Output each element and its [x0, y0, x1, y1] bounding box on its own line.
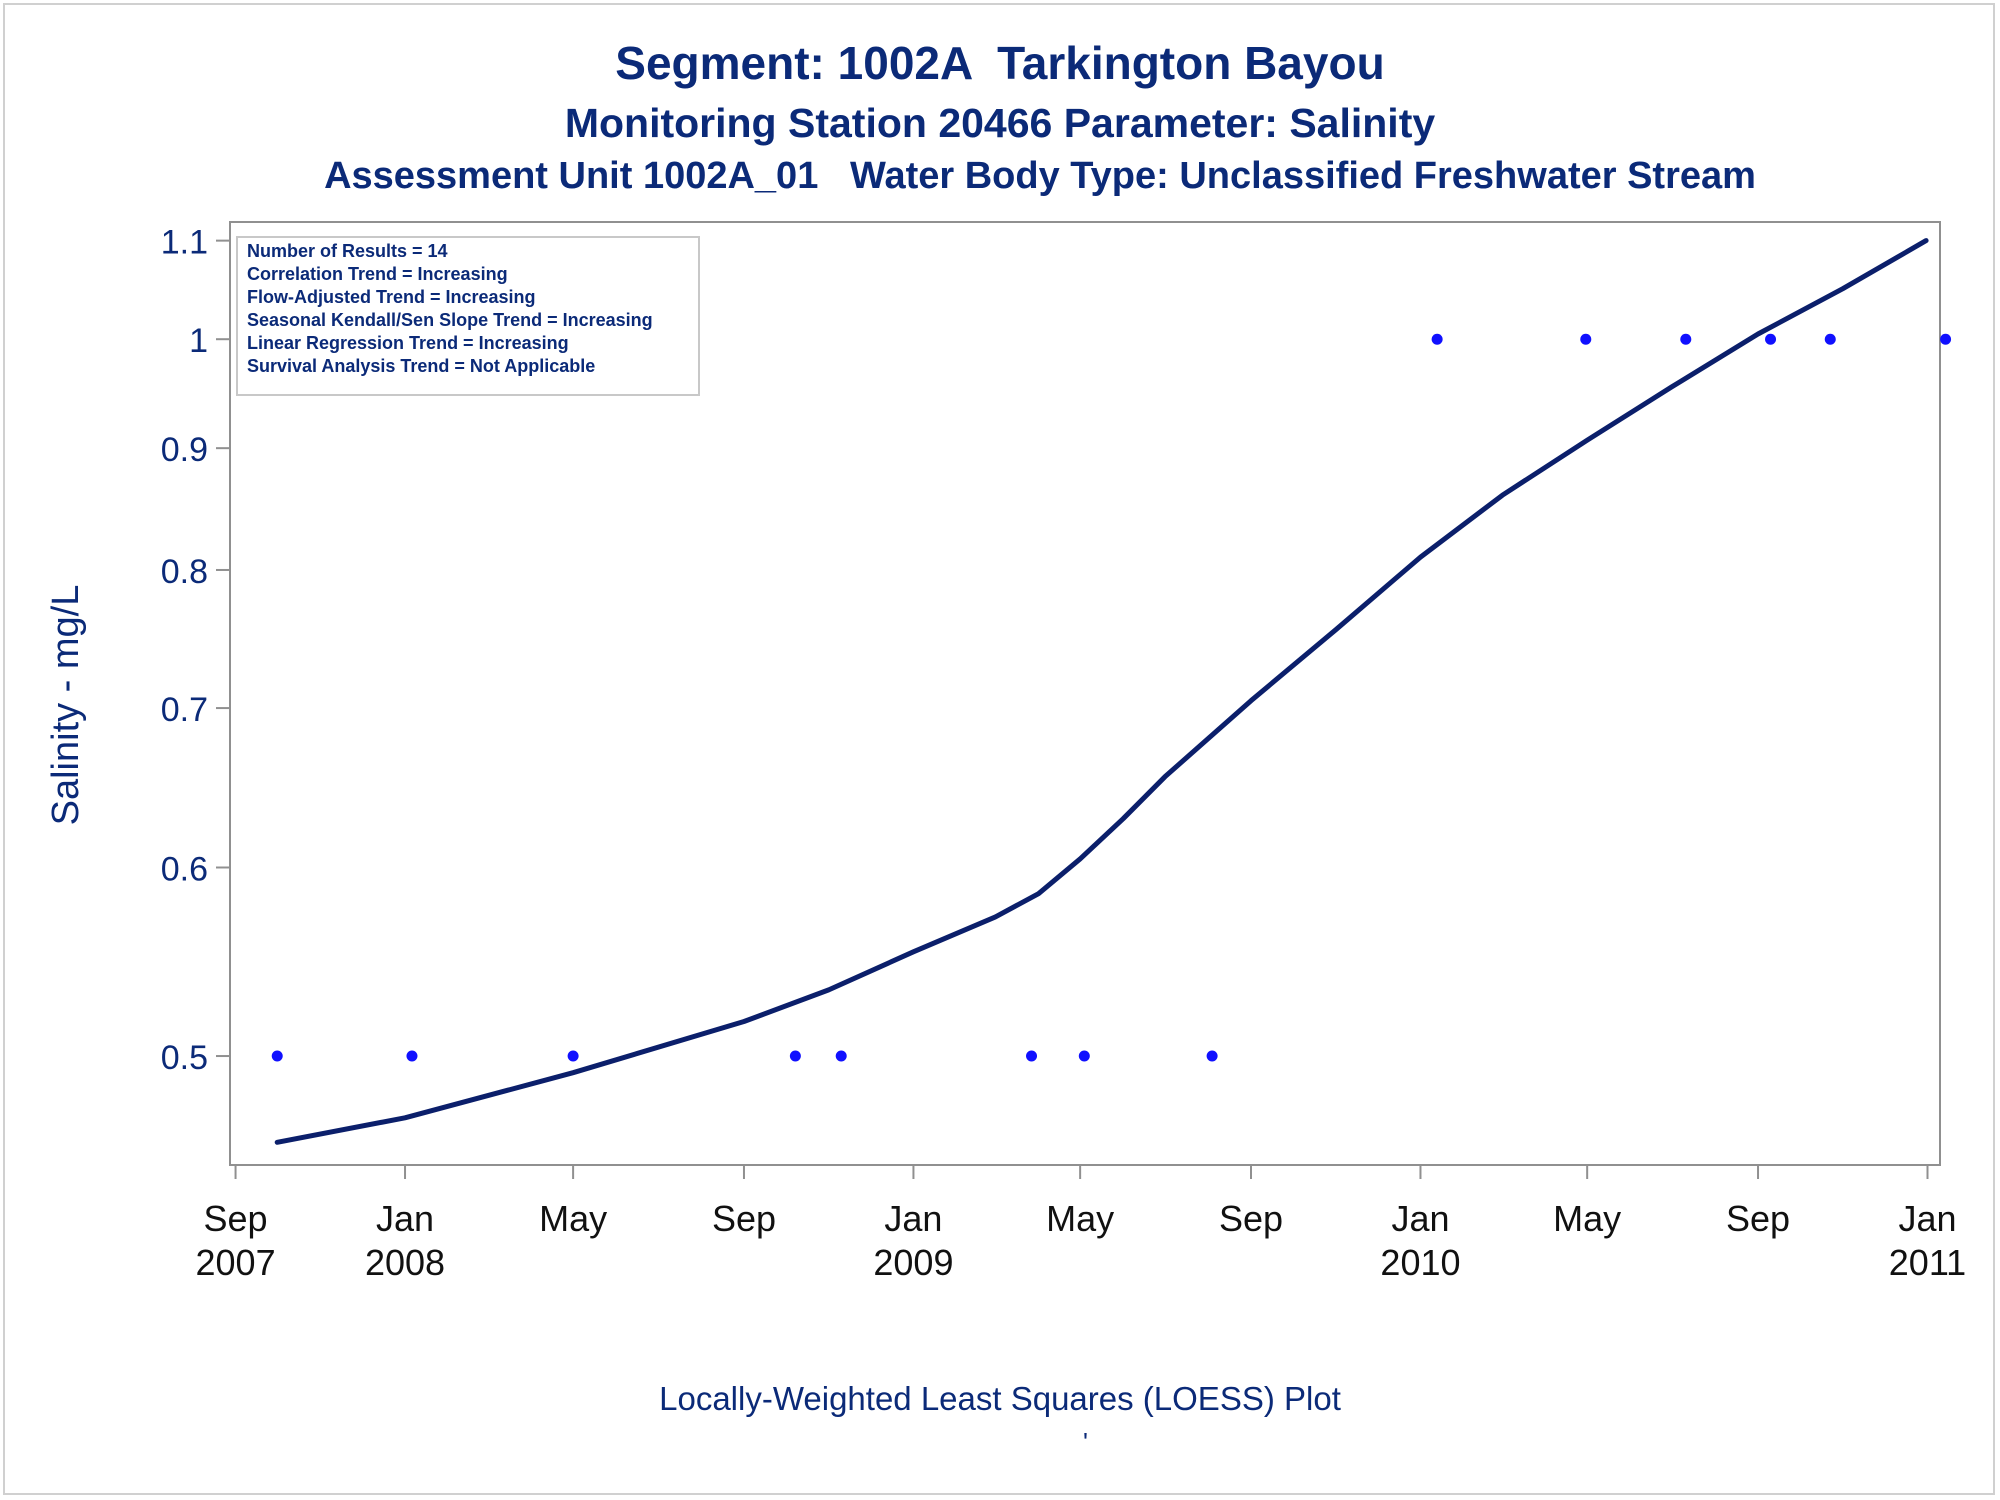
trend-info-line: Correlation Trend = Increasing — [247, 264, 508, 284]
data-point — [1026, 1050, 1038, 1062]
y-tick-label: 0.7 — [161, 691, 208, 729]
data-point — [1765, 333, 1777, 345]
x-tick-label: Sep — [204, 1198, 268, 1239]
trend-info-line: Seasonal Kendall/Sen Slope Trend = Incre… — [247, 310, 653, 330]
trend-info-line: Linear Regression Trend = Increasing — [247, 333, 569, 353]
data-point — [1680, 333, 1692, 345]
data-point — [1431, 333, 1443, 345]
x-tick-label: May — [1046, 1198, 1114, 1239]
data-point — [789, 1050, 801, 1062]
x-tick-label: Jan — [376, 1198, 434, 1239]
data-point — [406, 1050, 418, 1062]
plot-area — [229, 221, 1941, 1166]
chart-title: Segment: 1002A Tarkington Bayou — [615, 37, 1385, 89]
footnote-mark: ' — [1083, 1427, 1088, 1457]
plot-method-footnote: Locally-Weighted Least Squares (LOESS) P… — [659, 1380, 1341, 1417]
x-tick-year-label: 2011 — [1889, 1242, 1966, 1283]
data-points — [271, 333, 1952, 1062]
data-point — [1078, 1050, 1090, 1062]
chart-subtitle-2: Assessment Unit 1002A_01 Water Body Type… — [324, 155, 1756, 197]
data-point — [1206, 1050, 1218, 1062]
chart-subtitle: Monitoring Station 20466 Parameter: Sali… — [564, 100, 1436, 146]
y-axis: 0.5 0.6 0.7 0.8 0.9 1 1.1 — [161, 224, 230, 1077]
y-tick-label: 1.1 — [161, 224, 208, 262]
x-tick-label: May — [1553, 1198, 1621, 1239]
loess-curve — [274, 238, 1929, 1145]
x-tick-year-label: 2008 — [365, 1242, 445, 1283]
data-point — [835, 1050, 847, 1062]
trend-info-line: Survival Analysis Trend = Not Applicable — [247, 356, 595, 376]
y-tick-label: 0.5 — [161, 1039, 208, 1077]
x-tick-label: May — [539, 1198, 607, 1239]
trend-info-box: Number of Results = 14 Correlation Trend … — [236, 236, 700, 396]
y-tick-label: 0.8 — [161, 553, 208, 591]
x-tick-label: Sep — [1726, 1198, 1790, 1239]
x-tick-label: Sep — [1219, 1198, 1283, 1239]
x-tick-label: Jan — [1391, 1198, 1449, 1239]
x-tick-label: Jan — [884, 1198, 942, 1239]
x-tick-year-label: 2007 — [196, 1242, 276, 1283]
x-tick-year-label: 2009 — [873, 1242, 953, 1283]
y-tick-label: 0.9 — [161, 431, 208, 469]
trend-info-box-frame — [236, 236, 700, 396]
data-point — [1824, 333, 1836, 345]
y-axis-label: Salinity - mg/L — [45, 585, 87, 826]
trend-info-line: Flow-Adjusted Trend = Increasing — [247, 287, 536, 307]
data-point — [1940, 333, 1952, 345]
x-tick-year-label: 2010 — [1380, 1242, 1460, 1283]
x-tick-label: Sep — [712, 1198, 776, 1239]
data-point — [567, 1050, 579, 1062]
x-tick-label: Jan — [1898, 1198, 1956, 1239]
data-point — [1580, 333, 1592, 345]
y-tick-label: 0.6 — [161, 850, 208, 888]
figure-frame — [3, 3, 1995, 1495]
data-point — [271, 1050, 283, 1062]
y-tick-label: 1 — [189, 322, 208, 360]
trend-info-line: Number of Results = 14 — [247, 241, 448, 261]
